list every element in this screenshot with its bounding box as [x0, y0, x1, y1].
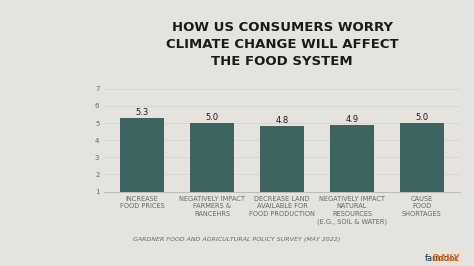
Text: farmdoc: farmdoc [425, 254, 460, 263]
Text: 5.0: 5.0 [415, 113, 428, 122]
Text: DAILY: DAILY [410, 254, 460, 263]
Text: 4.9: 4.9 [346, 115, 358, 124]
Text: 4.8: 4.8 [275, 116, 289, 125]
Bar [120, 118, 164, 192]
Bar [400, 123, 444, 192]
Text: GARDNER FOOD AND AGRICULTURAL POLICY SURVEY (MAY 2022): GARDNER FOOD AND AGRICULTURAL POLICY SUR… [133, 237, 341, 242]
Bar [191, 123, 234, 192]
Bar [260, 127, 304, 192]
Text: 5.3: 5.3 [136, 108, 149, 117]
Text: HOW US CONSUMERS WORRY
CLIMATE CHANGE WILL AFFECT
THE FOOD SYSTEM: HOW US CONSUMERS WORRY CLIMATE CHANGE WI… [166, 21, 398, 68]
Bar [330, 125, 374, 192]
Text: 5.0: 5.0 [206, 113, 219, 122]
